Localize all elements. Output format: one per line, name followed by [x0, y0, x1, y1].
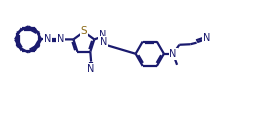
Text: N: N — [169, 49, 177, 59]
Text: S: S — [81, 26, 87, 36]
Text: N: N — [44, 34, 51, 44]
Text: N: N — [100, 37, 107, 47]
Text: N: N — [87, 64, 95, 74]
Text: N: N — [99, 30, 106, 40]
Text: N: N — [203, 34, 211, 44]
Text: N: N — [57, 34, 64, 44]
